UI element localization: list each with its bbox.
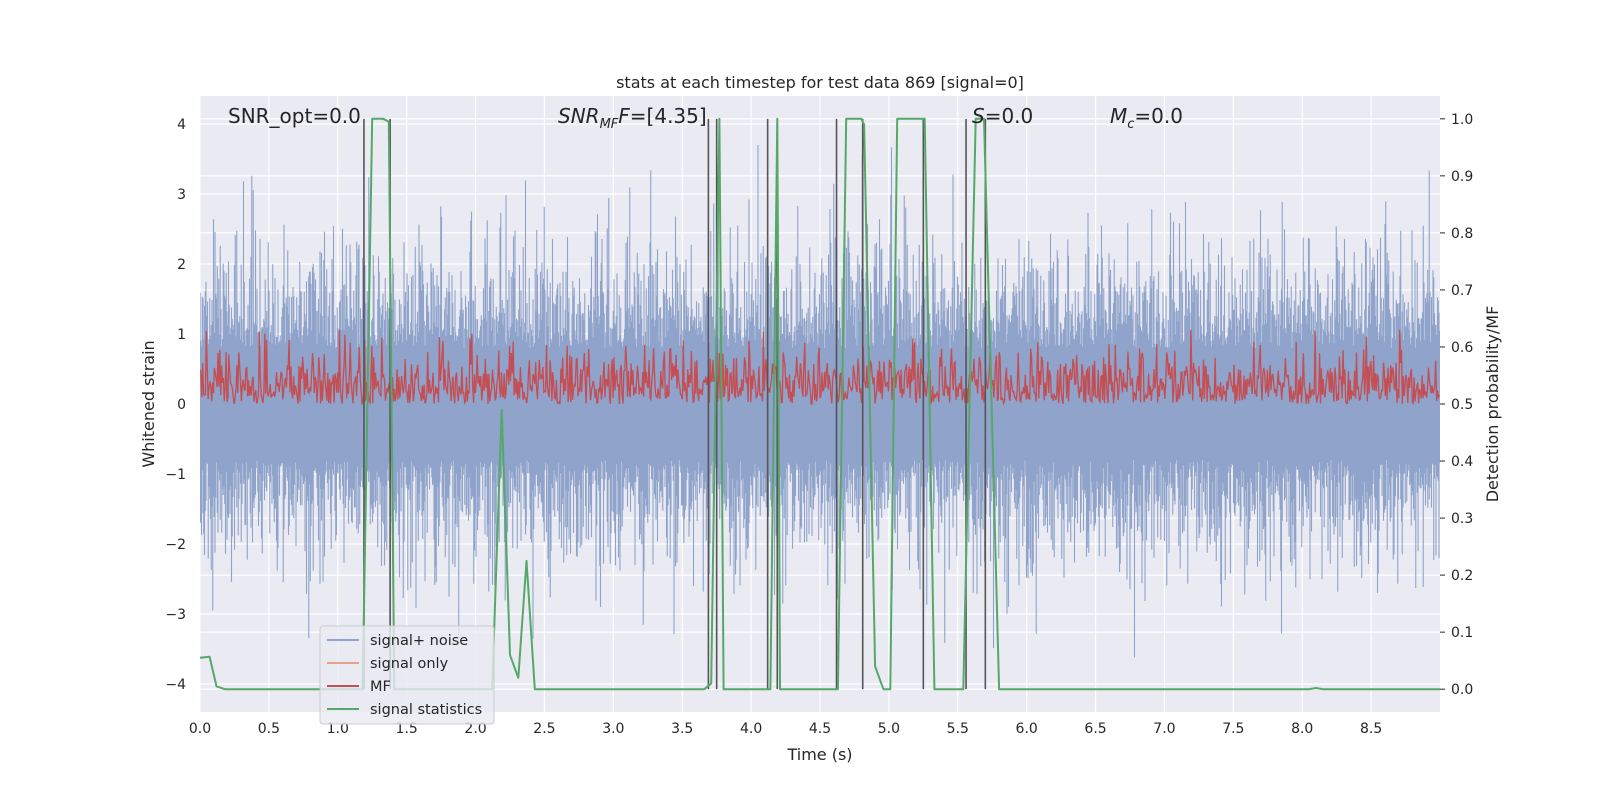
signal-statistics-line <box>200 117 1440 691</box>
y-right-tick-label: 0.3 <box>1451 511 1473 527</box>
series-mf <box>200 329 1440 406</box>
noise-upper-strokes <box>200 145 1440 348</box>
annotation-snr-opt: SNR_opt=0.0 <box>228 104 361 128</box>
legend-label-signal-noise: signal+ noise <box>370 633 468 649</box>
y-left-tick-label: −4 <box>165 677 186 693</box>
annotation-snr-mf-value: =[4.35] <box>630 104 707 128</box>
annotation-snr-mf-main: SNR <box>558 104 600 128</box>
legend: signal+ noise signal only MF signal stat… <box>319 625 495 725</box>
x-tick-label: 8.5 <box>1360 721 1382 737</box>
y-left-tick-label: 2 <box>177 257 186 273</box>
legend-label-mf: MF <box>370 679 391 695</box>
annotation-snr-mf-tail-italic: F <box>618 104 630 128</box>
x-tick-label: 4.5 <box>809 721 831 737</box>
annotation-snr-mf: SNRMFF=[4.35] <box>558 104 707 132</box>
y-left-tick-label: −2 <box>165 537 186 553</box>
y-axis-label-right: Detection probability/MF <box>1483 306 1502 503</box>
y-right-tick-label: 0.5 <box>1451 397 1473 413</box>
x-tick-label: 2.0 <box>464 721 486 737</box>
plot-area <box>200 117 1440 691</box>
x-axis-label: Time (s) <box>786 745 852 764</box>
x-tick-label: 1.0 <box>327 721 349 737</box>
annotation-mc-sub: c <box>1127 117 1134 132</box>
annotation-s-main: S <box>972 104 985 128</box>
y-axis-label-left: Whitened strain <box>139 340 158 467</box>
x-tick-label: 5.0 <box>878 721 900 737</box>
x-tick-label: 0.5 <box>258 721 280 737</box>
annotation-s: S=0.0 <box>972 104 1033 128</box>
y-right-tick-label: 0.0 <box>1451 682 1473 698</box>
y-right-tick-label: 1.0 <box>1451 112 1473 128</box>
x-tick-label: 1.5 <box>396 721 418 737</box>
y-right-tick-label: 0.4 <box>1451 454 1473 470</box>
ticks: 0.0 0.5 1.0 1.5 2.0 2.5 3.0 3.5 4.0 4.5 5.0 5.5 6.0 6… <box>165 112 1473 737</box>
y-left-tick-label: −1 <box>165 467 186 483</box>
x-tick-label: 7.0 <box>1153 721 1175 737</box>
annotation-mc: Mc=0.0 <box>1110 104 1183 132</box>
y-left-tick-label: −3 <box>165 607 186 623</box>
x-tick-label: 4.0 <box>740 721 762 737</box>
x-tick-label: 8.0 <box>1291 721 1313 737</box>
series-signal-statistics <box>200 117 1440 691</box>
x-tick-label: 3.5 <box>671 721 693 737</box>
legend-box <box>319 625 495 725</box>
y-left-tick-label: 1 <box>177 327 186 343</box>
x-tick-label: 5.5 <box>947 721 969 737</box>
y-right-tick-label: 0.1 <box>1451 625 1473 641</box>
y-left-tick-label: 3 <box>177 187 186 203</box>
x-tick-label: 2.5 <box>533 721 555 737</box>
x-tick-label: 3.0 <box>602 721 624 737</box>
chart-title: stats at each timestep for test data 869… <box>616 73 1024 92</box>
annotation-s-value: =0.0 <box>985 104 1034 128</box>
y-left-tick-label: 4 <box>177 117 186 133</box>
x-tick-label: 0.0 <box>189 721 211 737</box>
y-right-tick-label: 0.7 <box>1451 283 1473 299</box>
noise-lower-strokes <box>200 460 1440 658</box>
y-right-tick-label: 0.6 <box>1451 340 1473 356</box>
y-right-tick-label: 0.9 <box>1451 169 1473 185</box>
x-tick-label: 7.5 <box>1222 721 1244 737</box>
x-tick-label: 6.0 <box>1016 721 1038 737</box>
annotation-mc-main: M <box>1110 104 1127 128</box>
annotation-mc-value: =0.0 <box>1134 104 1183 128</box>
x-tick-label: 6.5 <box>1084 721 1106 737</box>
y-right-tick-label: 0.8 <box>1451 226 1473 242</box>
mf-line <box>200 329 1440 406</box>
legend-label-signal-only: signal only <box>370 656 449 672</box>
y-left-tick-label: 0 <box>177 397 186 413</box>
y-right-tick-label: 0.2 <box>1451 568 1473 584</box>
annotation-snr-mf-sub: MF <box>600 117 619 132</box>
legend-label-signal-statistics: signal statistics <box>370 702 482 718</box>
